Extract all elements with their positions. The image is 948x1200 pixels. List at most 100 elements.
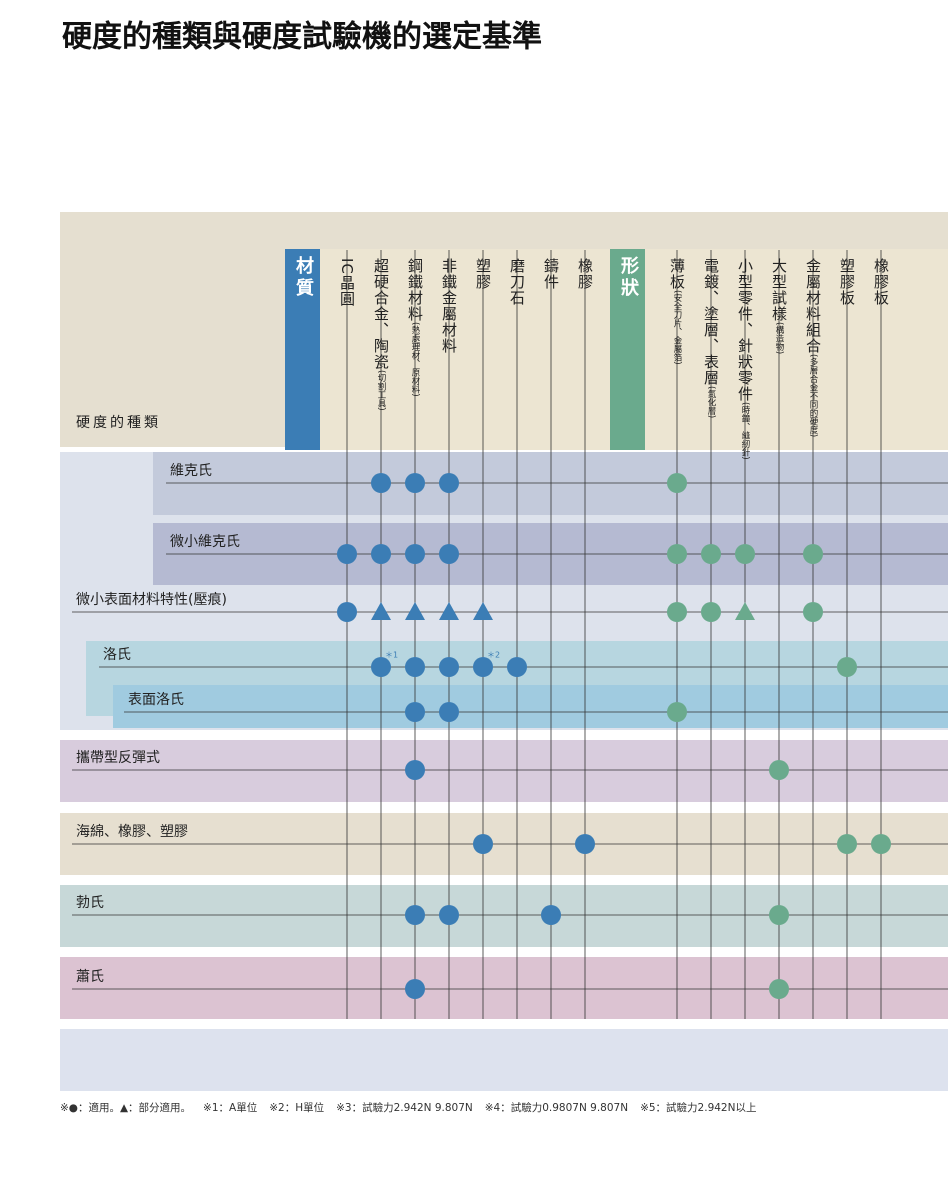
- column-name: 鋼鐵材料: [406, 258, 424, 322]
- applicable-mark: [439, 473, 459, 493]
- row-label: 勃氏: [76, 895, 104, 911]
- column-label: 大型試樣(構造物): [770, 258, 788, 354]
- column-note: (熱處理材、原材料): [410, 322, 420, 397]
- applicable-mark: [439, 905, 459, 925]
- applicable-mark: [405, 657, 425, 677]
- footnotes: ※●：適用。▲：部分適用。 ※1：A單位 ※2：H單位 ※3：試驗力2.942N 9.…: [60, 1100, 768, 1115]
- applicable-mark: [837, 834, 857, 854]
- applicable-mark: [405, 905, 425, 925]
- applicable-mark: [405, 473, 425, 493]
- column-label: 超硬合金、陶瓷(切割工具): [372, 258, 390, 411]
- empty-band: [60, 1029, 948, 1091]
- column-label: IC晶圓: [338, 258, 356, 307]
- row-band: [60, 740, 948, 802]
- row-label: 表面洛氏: [128, 692, 184, 708]
- column-note: (時鐘、縫紉針): [740, 402, 750, 460]
- row-label: 微小表面材料特性(壓痕): [76, 592, 227, 608]
- column-label: 金屬材料組合(多層合金不同的硬度): [804, 258, 822, 437]
- column-label: 薄板(安全刀片、金屬箔): [668, 258, 686, 365]
- row-label: 維克氏: [170, 463, 212, 479]
- title: 硬度的種類與硬度試驗機的選定基準: [62, 20, 542, 55]
- column-label: 橡膠: [576, 258, 594, 290]
- column-name: 薄板: [668, 258, 686, 290]
- applicable-mark: [337, 544, 357, 564]
- applicable-mark: [837, 657, 857, 677]
- column-label: 磨刀石: [508, 258, 526, 306]
- applicable-mark: [439, 657, 459, 677]
- applicable-mark: [769, 905, 789, 925]
- materials-label: 材質: [293, 256, 314, 300]
- applicable-mark: [371, 544, 391, 564]
- row-label: 微小維克氏: [170, 534, 240, 550]
- column-name: 橡膠: [576, 258, 594, 290]
- applicable-mark: [575, 834, 595, 854]
- column-name: 小型零件、針狀零件: [736, 258, 754, 402]
- column-label: 橡膠板: [872, 258, 890, 306]
- applicable-mark: [473, 657, 493, 677]
- column-label: 鑄件: [542, 258, 560, 290]
- column-name: 塑膠板: [838, 258, 856, 306]
- column-name: IC晶圓: [338, 258, 356, 307]
- applicable-mark: [337, 602, 357, 622]
- row-band: [60, 885, 948, 947]
- applicable-mark: [439, 544, 459, 564]
- applicable-mark: [405, 979, 425, 999]
- row-label: 攜帶型反彈式: [76, 750, 160, 766]
- applicable-mark: [371, 657, 391, 677]
- applicable-mark: [473, 834, 493, 854]
- partial-mark: [405, 602, 425, 620]
- footnote: ※5：試驗力2.942N以上: [640, 1102, 757, 1114]
- column-label: 電鍍、塗層、表層(氮化層): [702, 258, 720, 418]
- row-label: 蕭氏: [76, 969, 104, 985]
- row-band: [113, 685, 948, 728]
- shapes-box: [610, 249, 645, 450]
- column-label: 鋼鐵材料(熱處理材、原材料): [406, 258, 424, 397]
- applicable-mark: [405, 760, 425, 780]
- row-band: [60, 957, 948, 1019]
- column-name: 鑄件: [542, 258, 560, 290]
- row-label: 海綿、橡膠、塑膠: [76, 824, 188, 840]
- column-note: (切割工具): [376, 370, 386, 411]
- row-label: 洛氏: [103, 647, 131, 663]
- column-note: (構造物): [774, 322, 784, 355]
- column-name: 金屬材料組合: [804, 258, 822, 354]
- footnote: ※4：試驗力0.9807N 9.807N: [484, 1102, 629, 1114]
- note-mark: ＊2: [487, 651, 500, 660]
- applicable-mark: [803, 602, 823, 622]
- partial-mark: [439, 602, 459, 620]
- partial-mark: [371, 602, 391, 620]
- column-label: 塑膠板: [838, 258, 856, 306]
- partial-mark: [735, 602, 755, 620]
- applicable-mark: [735, 544, 755, 564]
- applicable-mark: [769, 979, 789, 999]
- column-note: (安全刀片、金屬箔): [672, 290, 682, 365]
- partial-mark: [473, 602, 493, 620]
- applicable-mark: [439, 702, 459, 722]
- applicable-mark: [405, 544, 425, 564]
- applicable-mark: [371, 473, 391, 493]
- column-label: 小型零件、針狀零件(時鐘、縫紉針): [736, 258, 754, 460]
- footnote: ※●：適用。▲：部分適用。: [60, 1102, 192, 1114]
- column-note: (氮化層): [706, 386, 716, 419]
- column-name: 橡膠板: [872, 258, 890, 306]
- applicable-mark: [667, 602, 687, 622]
- applicable-mark: [667, 544, 687, 564]
- applicable-mark: [769, 760, 789, 780]
- column-label: 非鐵金屬材料: [440, 258, 458, 354]
- note-mark: ＊1: [385, 651, 398, 660]
- column-label: 塑膠: [474, 258, 492, 290]
- column-note: (多層合金不同的硬度): [808, 354, 818, 438]
- footnote: ※3：試驗力2.942N 9.807N: [336, 1102, 473, 1114]
- footnote: ※2：H單位: [269, 1102, 325, 1114]
- applicable-mark: [541, 905, 561, 925]
- applicable-mark: [803, 544, 823, 564]
- applicable-mark: [701, 602, 721, 622]
- footnote: ※1：A單位: [203, 1102, 258, 1114]
- applicable-mark: [871, 834, 891, 854]
- applicable-mark: [701, 544, 721, 564]
- applicable-mark: [667, 702, 687, 722]
- row-band: [153, 452, 948, 515]
- applicable-mark: [405, 702, 425, 722]
